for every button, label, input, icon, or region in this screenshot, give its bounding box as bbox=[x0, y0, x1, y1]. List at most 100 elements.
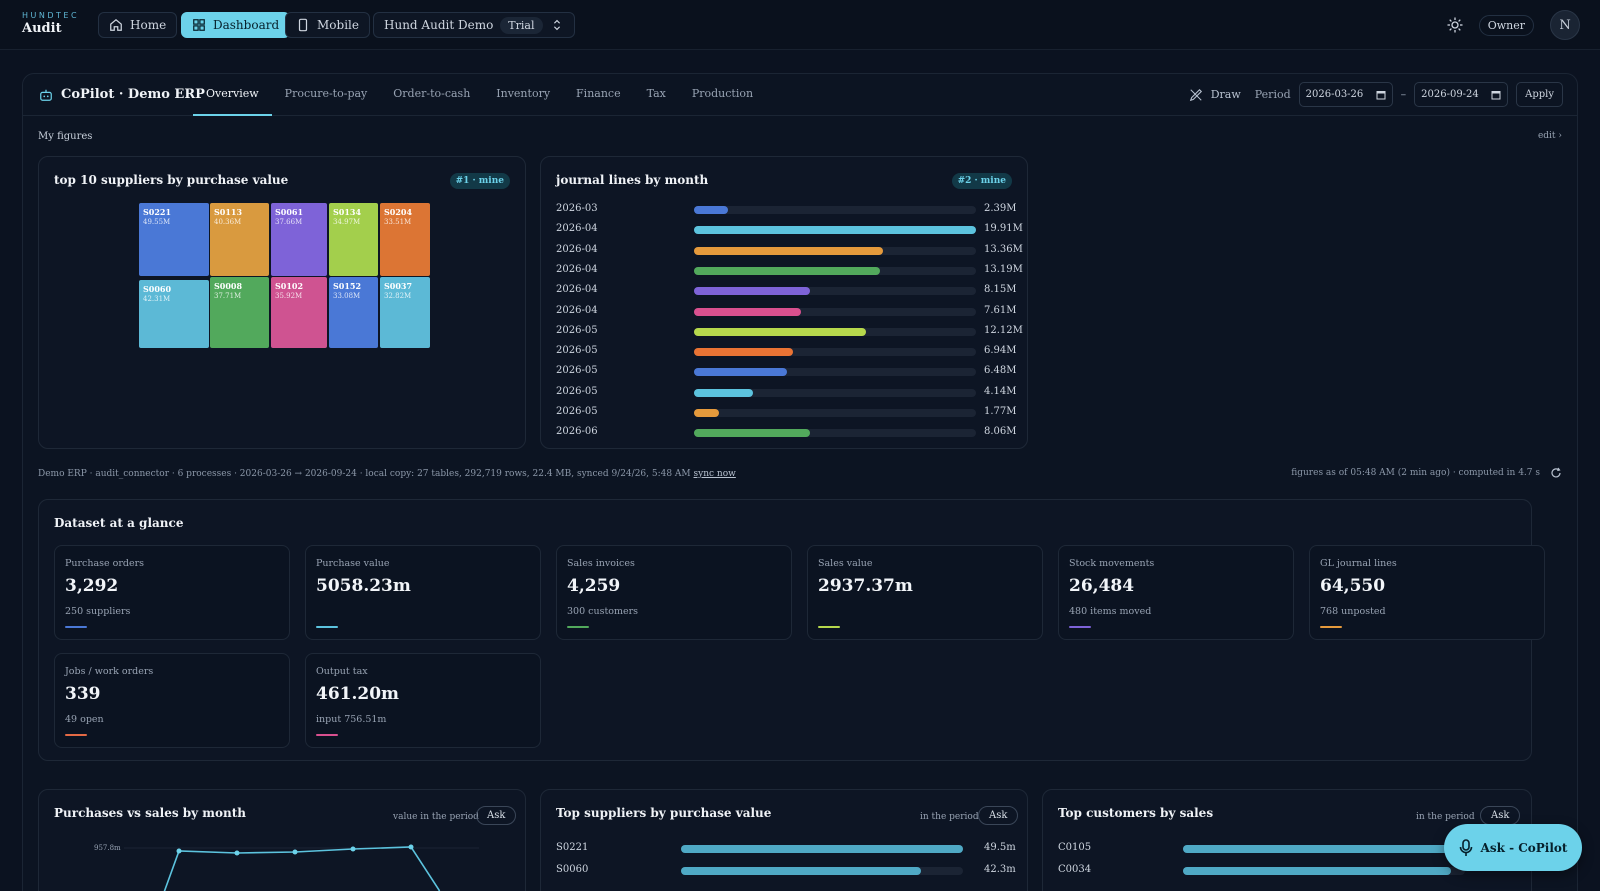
kpi-card[interactable]: GL journal lines 64,550 768 unposted bbox=[1309, 545, 1545, 640]
ask-button[interactable]: Ask bbox=[476, 806, 517, 825]
treemap-cell[interactable]: S0221 49.55M bbox=[139, 203, 209, 276]
treemap-cell[interactable]: S0061 37.66M bbox=[271, 203, 327, 276]
bar-row[interactable]: 2026-05 4.14M bbox=[556, 386, 1017, 400]
bar-row[interactable]: C0105 bbox=[1058, 842, 1518, 856]
kpi-accent bbox=[316, 734, 338, 736]
bar-row[interactable]: 2026-05 6.94M bbox=[556, 345, 1017, 359]
bar-row[interactable]: 2026-03 2.39M bbox=[556, 203, 1017, 217]
treemap-cell[interactable]: S0037 32.82M bbox=[380, 277, 430, 348]
bar-fill bbox=[694, 206, 728, 214]
bar-row[interactable]: 2026-05 12.12M bbox=[556, 325, 1023, 339]
role-badge[interactable]: Owner bbox=[1478, 14, 1534, 36]
tab-tax[interactable]: Tax bbox=[646, 87, 666, 100]
draw-icon bbox=[1189, 88, 1202, 101]
treemap-cell-value: 37.66M bbox=[275, 218, 303, 226]
bar-fill bbox=[694, 348, 793, 357]
treemap-cell[interactable]: S0204 33.51M bbox=[380, 203, 430, 276]
bar-value: 2.39M bbox=[984, 203, 1017, 214]
data-point[interactable] bbox=[350, 846, 356, 852]
bar-fill bbox=[694, 246, 883, 255]
bar-fill bbox=[694, 368, 788, 377]
bar-row[interactable]: 2026-05 1.77M bbox=[556, 406, 1017, 420]
treemap-cell-id: S0152 bbox=[333, 281, 362, 291]
bar-track bbox=[694, 327, 976, 336]
tab-finance[interactable]: Finance bbox=[576, 87, 621, 100]
treemap-cell-id: S0221 bbox=[143, 207, 172, 217]
figure-badge[interactable]: #1 · mine bbox=[449, 173, 510, 189]
ask-button[interactable]: Ask bbox=[978, 806, 1019, 825]
treemap-cell-value: 33.08M bbox=[333, 292, 361, 300]
bar-row[interactable]: S0221 49.5m bbox=[556, 842, 1016, 856]
bar-row[interactable]: 2026-04 13.36M bbox=[556, 244, 1023, 258]
mobile-label: Mobile bbox=[317, 18, 359, 32]
bar-row[interactable]: S0060 42.3m bbox=[556, 864, 1016, 878]
bar-track bbox=[694, 368, 976, 377]
draw-button[interactable]: Draw bbox=[1210, 88, 1241, 101]
date-from-input[interactable]: 2026-03-26 bbox=[1298, 82, 1393, 107]
treemap-cell[interactable]: S0113 40.36M bbox=[210, 203, 269, 276]
dashboard-button[interactable]: Dashboard bbox=[181, 12, 291, 38]
kpi-label: Output tax bbox=[316, 666, 368, 677]
bar-row[interactable]: 2026-06 8.06M bbox=[556, 426, 1017, 440]
ask-copilot-button[interactable]: Ask - CoPilot bbox=[1444, 824, 1582, 871]
brand-logo[interactable]: HUNDTEC Audit bbox=[22, 11, 79, 36]
treemap-cell-id: S0204 bbox=[384, 207, 413, 217]
bar-fill bbox=[694, 307, 802, 316]
kpi-card[interactable]: Sales invoices 4,259 300 customers bbox=[556, 545, 792, 640]
kpi-subtext: 768 unposted bbox=[1320, 606, 1386, 617]
bar-track bbox=[694, 246, 976, 255]
treemap-cell[interactable]: S0008 37.71M bbox=[210, 277, 269, 348]
bar-value: 19.91M bbox=[984, 223, 1023, 235]
treemap-cell[interactable]: S0134 34.97M bbox=[329, 203, 378, 276]
bar-label: C0105 bbox=[1058, 842, 1092, 853]
top-suppliers-title: Top suppliers by purchase value bbox=[556, 806, 772, 820]
kpi-card[interactable]: Purchase value 5058.23m bbox=[305, 545, 541, 640]
bar-row[interactable]: 2026-04 8.15M bbox=[556, 284, 1017, 298]
avatar[interactable]: N bbox=[1550, 10, 1580, 40]
treemap-cell[interactable]: S0152 33.08M bbox=[329, 277, 378, 348]
figure-badge[interactable]: #2 · mine bbox=[951, 173, 1012, 189]
date-to-input[interactable]: 2026-09-24 bbox=[1414, 82, 1509, 107]
bar-row[interactable]: C0034 bbox=[1058, 864, 1518, 878]
mobile-button[interactable]: Mobile bbox=[285, 12, 370, 38]
home-button[interactable]: Home bbox=[98, 12, 178, 38]
sync-now-link[interactable]: sync now bbox=[693, 469, 736, 479]
data-point[interactable] bbox=[292, 849, 298, 855]
tab-production[interactable]: Production bbox=[691, 87, 754, 100]
sun-icon[interactable] bbox=[1447, 17, 1463, 33]
edit-link[interactable]: edit › bbox=[1537, 131, 1562, 141]
tab-overview[interactable]: Overview bbox=[193, 74, 272, 116]
ask-button[interactable]: Ask bbox=[1480, 806, 1521, 825]
data-point[interactable] bbox=[408, 844, 414, 850]
tab-inventory[interactable]: Inventory bbox=[496, 87, 551, 100]
bar-label: 2026-06 bbox=[556, 426, 598, 438]
trial-badge: Trial bbox=[500, 16, 543, 34]
date-to-value: 2026-09-24 bbox=[1421, 89, 1479, 100]
apply-button[interactable]: Apply bbox=[1516, 82, 1563, 107]
bar-label: 2026-04 bbox=[556, 223, 598, 235]
bar-row[interactable]: 2026-04 7.61M bbox=[556, 304, 1017, 319]
bar-row[interactable]: 2026-04 19.91M bbox=[556, 223, 1023, 237]
bar-value: 7.61M bbox=[984, 304, 1017, 316]
bar-row[interactable]: 2026-04 13.19M bbox=[556, 264, 1023, 278]
bar-fill bbox=[1183, 845, 1465, 853]
workspace-selector[interactable]: Hund Audit Demo Trial bbox=[373, 12, 575, 38]
kpi-card[interactable]: Stock movements 26,484 480 items moved bbox=[1058, 545, 1294, 640]
data-point[interactable] bbox=[234, 850, 240, 856]
tab-procure-to-pay[interactable]: Procure-to-pay bbox=[284, 87, 368, 100]
bar-fill bbox=[694, 266, 881, 275]
kpi-card[interactable]: Jobs / work orders 339 49 open bbox=[54, 653, 290, 748]
bar-row[interactable]: 2026-05 6.48M bbox=[556, 365, 1017, 379]
treemap-cell[interactable]: S0102 35.92M bbox=[271, 277, 327, 348]
workspace-name: Hund Audit Demo bbox=[384, 18, 494, 32]
kpi-card[interactable]: Sales value 2937.37m bbox=[807, 545, 1043, 640]
refresh-icon[interactable] bbox=[1550, 467, 1562, 479]
date-from-value: 2026-03-26 bbox=[1305, 89, 1364, 100]
tab-order-to-cash[interactable]: Order-to-cash bbox=[393, 87, 471, 100]
data-point[interactable] bbox=[176, 848, 182, 854]
treemap-cell[interactable]: S0060 42.31M bbox=[139, 280, 209, 348]
kpi-card[interactable]: Purchase orders 3,292 250 suppliers bbox=[54, 545, 290, 640]
bar-value: 13.36M bbox=[984, 243, 1023, 255]
kpi-subtext: 480 items moved bbox=[1069, 606, 1152, 617]
kpi-card[interactable]: Output tax 461.20m input 756.51m bbox=[305, 653, 541, 748]
